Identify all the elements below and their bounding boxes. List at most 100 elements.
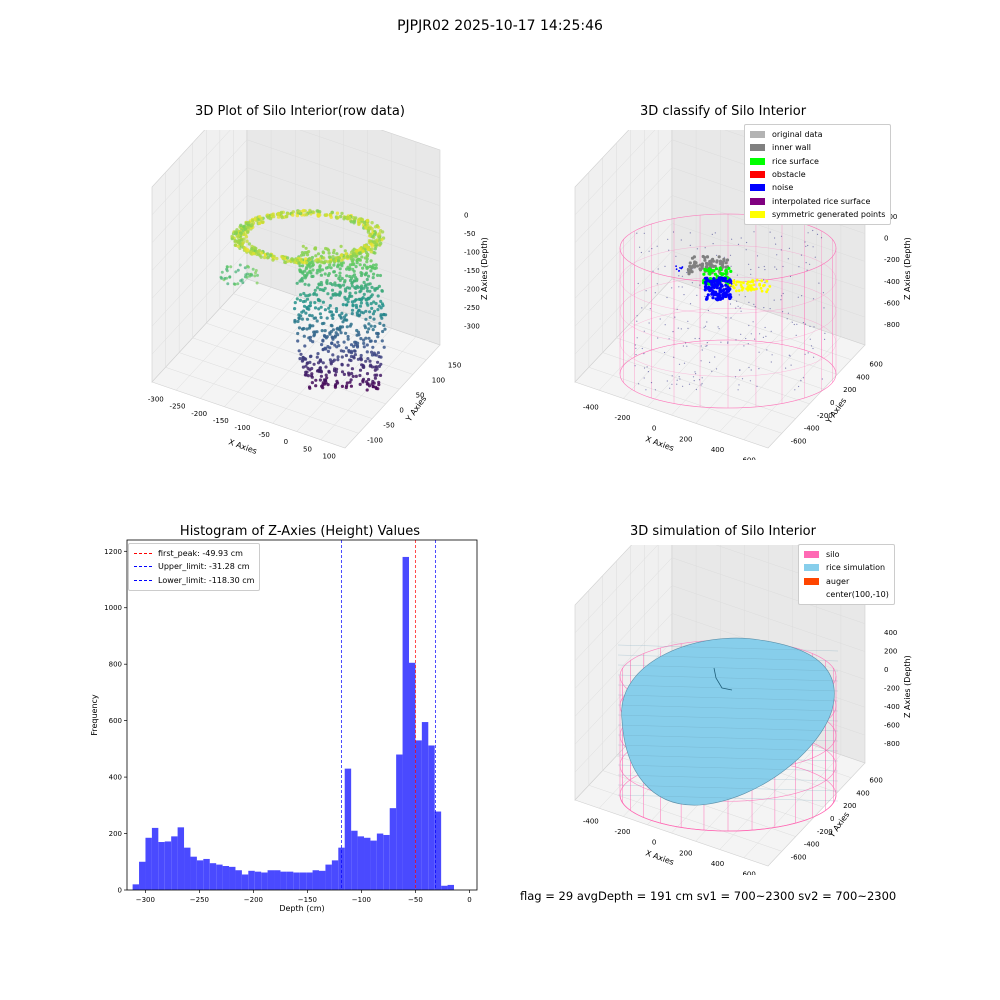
tick-label: -400 [583, 403, 599, 411]
grid-point [813, 326, 815, 328]
grid-point [807, 352, 809, 354]
class-point [728, 278, 732, 282]
data-point [318, 264, 322, 268]
grid-point [648, 322, 650, 324]
data-point [329, 296, 333, 300]
histogram-bar [209, 863, 217, 890]
grid-point [643, 353, 645, 355]
grid-point [816, 233, 819, 235]
grid-point [646, 366, 648, 368]
data-point [339, 261, 344, 265]
data-point [347, 267, 351, 272]
data-point [334, 383, 338, 387]
grid-line [175, 287, 272, 391]
grid-point [637, 282, 639, 285]
data-point [255, 281, 259, 285]
data-point [233, 243, 238, 247]
grid-point [739, 369, 741, 371]
class-point [765, 279, 769, 283]
class-point [695, 264, 700, 268]
histogram-bar [389, 808, 397, 890]
grid-point [683, 362, 686, 364]
data-point [290, 258, 295, 262]
grid-line [192, 337, 386, 405]
grid-line [588, 785, 782, 852]
data-point [344, 303, 348, 307]
data-point [361, 266, 365, 270]
data-point [247, 242, 252, 246]
data-point [310, 314, 314, 318]
data-point [262, 255, 267, 260]
grid-point [657, 268, 659, 270]
legend-item-center: center(100,-10) [804, 588, 889, 601]
grid-point [707, 309, 710, 312]
histogram-bar [312, 870, 320, 890]
grid-point [763, 265, 765, 268]
histogram-bar [254, 871, 262, 890]
data-point [336, 355, 340, 359]
grid-point [798, 266, 800, 268]
silo-wire [619, 245, 837, 314]
data-point [319, 273, 323, 277]
grid-point [635, 354, 637, 356]
data-point [309, 354, 313, 358]
data-point [323, 334, 327, 338]
histogram-bar [158, 842, 165, 890]
grid-point [681, 286, 683, 288]
data-point [316, 352, 320, 356]
data-point [293, 301, 297, 305]
data-point [360, 284, 364, 288]
data-point [246, 226, 250, 230]
grid-point [788, 247, 791, 249]
tick-label: 50 [416, 392, 425, 400]
data-point [302, 261, 306, 265]
grid-point [676, 308, 678, 310]
data-point [364, 336, 368, 340]
data-point [370, 266, 374, 270]
class-point [680, 267, 683, 270]
class-point [706, 293, 710, 297]
grid-point [678, 286, 680, 288]
data-point [350, 284, 354, 288]
swatch-icon [750, 157, 765, 165]
grid-point [715, 368, 718, 370]
class-point [692, 265, 697, 269]
data-point [372, 317, 376, 321]
data-point [300, 359, 304, 363]
grid-point [704, 325, 707, 327]
grid-point [704, 295, 706, 297]
data-point [366, 303, 370, 307]
data-point [367, 327, 371, 331]
data-point [313, 247, 317, 251]
data-point [332, 270, 336, 274]
data-point [308, 313, 312, 317]
data-point [365, 254, 369, 258]
grid-point [764, 326, 766, 329]
legend-item-rice-simulation: rice simulation [804, 561, 889, 574]
data-point [336, 265, 340, 269]
grid-point [689, 232, 691, 234]
grid-point [676, 379, 678, 381]
grid-point [737, 389, 739, 391]
grid-line [574, 195, 866, 299]
grid-point [750, 273, 752, 275]
data-point [340, 211, 344, 216]
histogram-bar [370, 840, 377, 890]
tick-label: -600 [791, 438, 807, 446]
class-point [724, 269, 728, 273]
data-point [377, 364, 381, 368]
data-point [326, 349, 330, 353]
grid-point [643, 330, 645, 332]
data-point [295, 213, 300, 218]
grid-point [706, 345, 708, 347]
data-point [320, 268, 325, 272]
data-point [320, 384, 324, 388]
data-point [369, 339, 373, 343]
data-point [365, 350, 369, 354]
class-point [707, 270, 711, 274]
grid-point [730, 265, 732, 267]
data-point [338, 285, 342, 289]
data-point [350, 254, 354, 259]
data-point [243, 246, 247, 250]
data-point [319, 369, 323, 373]
